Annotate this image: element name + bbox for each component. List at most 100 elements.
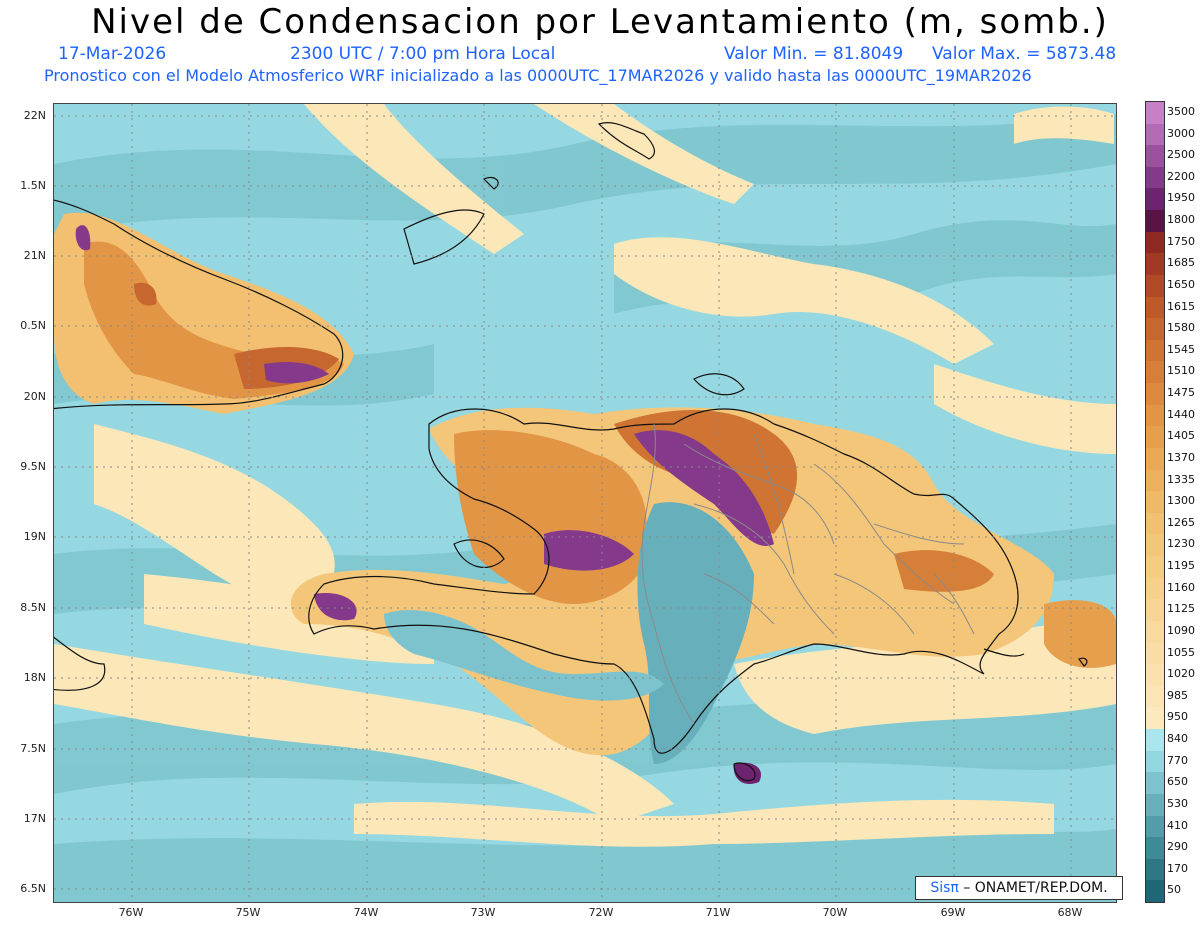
- colorbar-label: 1685: [1167, 256, 1195, 270]
- colorbar-cell: [1146, 880, 1164, 903]
- colorbar-cell: [1146, 772, 1164, 795]
- lon-label: 73W: [470, 906, 496, 919]
- colorbar-label: 1160: [1167, 580, 1195, 594]
- colorbar-label: 1125: [1167, 602, 1195, 616]
- lat-label: 9.5N: [20, 460, 46, 473]
- colorbar-cell: [1146, 102, 1164, 125]
- colorbar-cell: [1146, 447, 1164, 471]
- colorbar-cell: [1146, 274, 1164, 298]
- lon-label: 75W: [235, 906, 261, 919]
- lon-label: 74W: [353, 906, 379, 919]
- lat-label: 18N: [23, 671, 46, 684]
- colorbar-cell: [1146, 642, 1164, 665]
- value-max: Valor Max. = 5873.48: [932, 44, 1117, 64]
- colorbar-label: 1800: [1167, 213, 1195, 227]
- colorbar-label: 1195: [1167, 559, 1195, 573]
- lat-label: 1.5N: [20, 179, 46, 192]
- colorbar-label: 1750: [1167, 234, 1195, 248]
- colorbar-label: 650: [1167, 775, 1188, 789]
- east-lcl-patch: [1044, 600, 1116, 668]
- colorbar-cell: [1146, 707, 1164, 730]
- mid-lcl-bands: [54, 104, 1116, 847]
- colorbar-cell: [1146, 318, 1164, 341]
- lat-label: 0.5N: [20, 319, 46, 332]
- colorbar-label: 1650: [1167, 277, 1195, 291]
- colorbar-cell: [1146, 599, 1164, 622]
- colorbar-cell: [1146, 426, 1164, 449]
- colorbar-label: 1230: [1167, 537, 1195, 551]
- value-min: Valor Min. = 81.8049: [724, 44, 904, 64]
- colorbar-label: 2200: [1167, 169, 1195, 183]
- lon-label: 70W: [822, 906, 848, 919]
- colorbar-label: 770: [1167, 753, 1188, 767]
- colorbar-cell: [1146, 404, 1164, 427]
- credit-box: Sisπ – ONAMET/REP.DOM.: [915, 876, 1123, 900]
- colorbar-label: 840: [1167, 732, 1188, 746]
- lon-label: 76W: [118, 906, 144, 919]
- colorbar-label: 985: [1167, 688, 1188, 702]
- colorbar-cell: [1146, 858, 1164, 881]
- lon-label: 72W: [588, 906, 614, 919]
- lat-label: 17N: [23, 812, 46, 825]
- colorbar-label: 1950: [1167, 191, 1195, 205]
- lat-label: 19N: [23, 530, 46, 543]
- colorbar-cell: [1146, 620, 1164, 644]
- colorbar-cell: [1146, 815, 1164, 838]
- colorbar-label: 1545: [1167, 342, 1195, 356]
- coastlines: [54, 122, 1088, 782]
- lat-label: 7.5N: [20, 742, 46, 755]
- colorbar-cell: [1146, 577, 1164, 600]
- colorbar-cell: [1146, 145, 1164, 168]
- lon-label: 69W: [940, 906, 966, 919]
- colorbar-cell: [1146, 361, 1164, 384]
- colorbar-label: 1370: [1167, 450, 1195, 464]
- lcl-map: [53, 103, 1117, 903]
- colorbar-label: 1475: [1167, 386, 1195, 400]
- colorbar-cell: [1146, 469, 1164, 492]
- credit-brand: Sisπ: [930, 880, 959, 896]
- cuba-lcl-field: [54, 212, 354, 414]
- colorbar-cell: [1146, 750, 1164, 773]
- colorbar-cell: [1146, 339, 1164, 362]
- colorbar-cell: [1146, 231, 1164, 254]
- colorbar-cell: [1146, 123, 1164, 146]
- lat-label: 6.5N: [20, 882, 46, 895]
- lon-label: 71W: [705, 906, 731, 919]
- colorbar-label: 1615: [1167, 299, 1195, 313]
- colorbar-label: 3500: [1167, 105, 1195, 118]
- colorbar-cell: [1146, 166, 1164, 189]
- map-title: Nivel de Condensacion por Levantamiento …: [91, 2, 1109, 42]
- colorbar-label: 1580: [1167, 321, 1195, 335]
- colorbar-cell: [1146, 534, 1164, 557]
- colorbar-label: 170: [1167, 861, 1188, 875]
- colorbar-label: 1440: [1167, 407, 1195, 421]
- colorbar-label: 3000: [1167, 126, 1195, 140]
- colorbar-cell: [1146, 296, 1164, 319]
- colorbar-cell: [1146, 253, 1164, 276]
- lat-label: 21N: [23, 249, 46, 262]
- colorbar-label: 1265: [1167, 515, 1195, 529]
- colorbar-cell: [1146, 491, 1164, 514]
- colorbar-cell: [1146, 556, 1164, 579]
- colorbar-label: 530: [1167, 796, 1188, 810]
- lat-label: 20N: [23, 390, 46, 403]
- colorbar-label: 290: [1167, 840, 1188, 854]
- colorbar-label: 1335: [1167, 472, 1195, 486]
- colorbar-cell: [1146, 664, 1164, 687]
- colorbar-cell: [1146, 210, 1164, 233]
- colorbar-label: 1020: [1167, 667, 1195, 681]
- colorbar-label: 1090: [1167, 623, 1195, 637]
- credit-org: – ONAMET/REP.DOM.: [963, 880, 1108, 896]
- colorbar-label: 1510: [1167, 364, 1195, 378]
- colorbar-label: 2500: [1167, 148, 1195, 162]
- forecast-time: 2300 UTC / 7:00 pm Hora Local: [290, 44, 556, 64]
- forecast-date: 17-Mar-2026: [58, 44, 167, 64]
- model-info-line: Pronostico con el Modelo Atmosferico WRF…: [44, 66, 1032, 85]
- colorbar-label: 50: [1167, 883, 1181, 897]
- graticule: [54, 104, 1116, 902]
- colorbar-cell: [1146, 685, 1164, 708]
- colorbar-label: 410: [1167, 818, 1188, 832]
- colorbar-label: 950: [1167, 710, 1188, 724]
- colorbar-cell: [1146, 729, 1164, 752]
- colorbar: [1145, 101, 1165, 903]
